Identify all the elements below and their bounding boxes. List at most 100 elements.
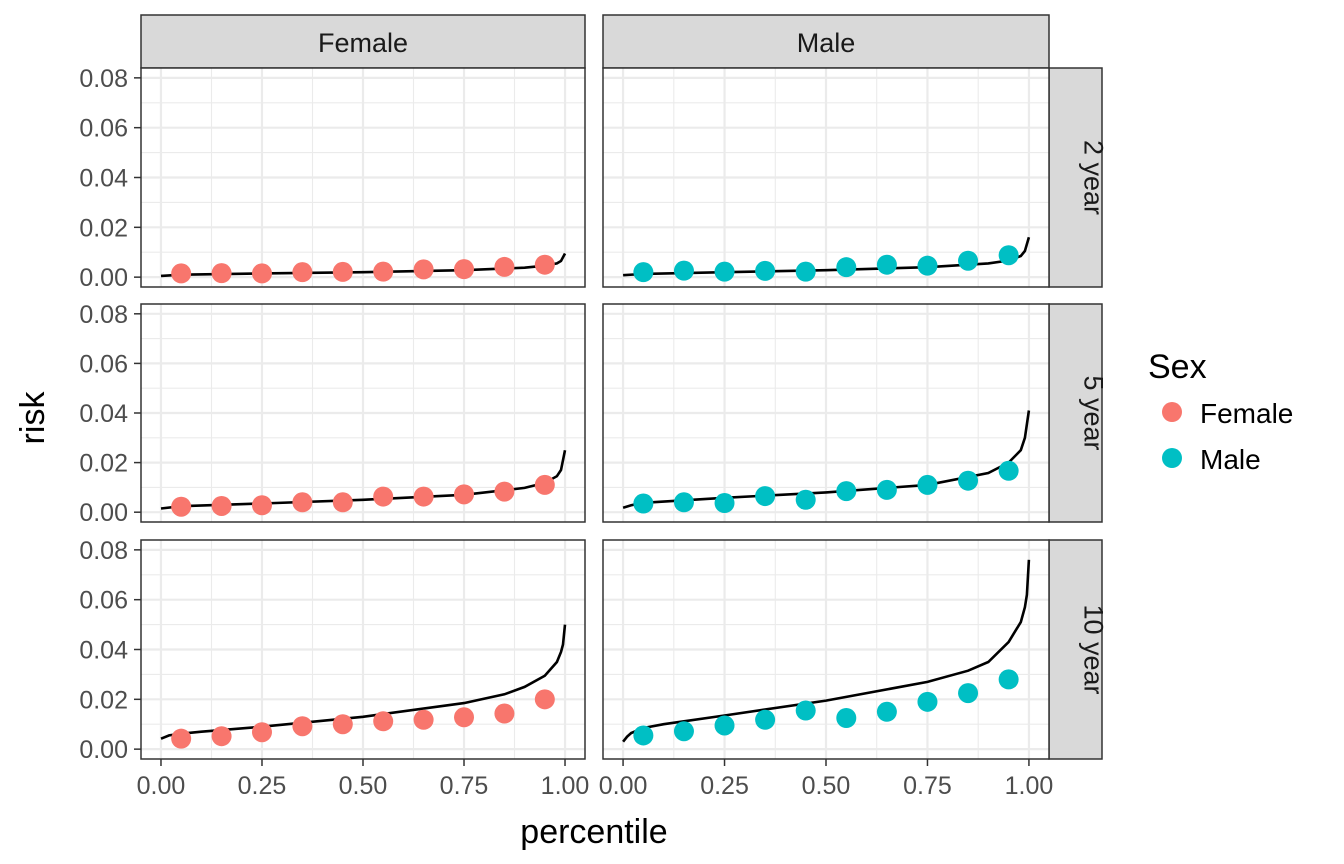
strip-label-10-year: 10 year: [1079, 604, 1109, 694]
observed-risk-point: [494, 256, 515, 277]
observed-risk-point: [534, 474, 555, 495]
y-tick-label: 0.04: [79, 637, 128, 665]
strip-label-5-year: 5 year: [1079, 375, 1109, 450]
strip-5-year: [1048, 303, 1103, 523]
y-tick-label: 0.04: [79, 165, 128, 193]
observed-risk-point: [373, 711, 394, 732]
strip-label-male: Male: [797, 28, 856, 58]
y-tick-label: 0.08: [79, 537, 128, 565]
strip-2-year: [1048, 67, 1103, 288]
x-tick-label: 1.00: [1005, 772, 1054, 800]
observed-risk-point: [795, 700, 816, 721]
panel-10-year-female: [140, 539, 586, 760]
y-tick-label: 0.02: [79, 450, 128, 478]
observed-risk-point: [673, 721, 694, 742]
panel-5-year-male: [602, 303, 1050, 523]
observed-risk-point: [633, 725, 654, 746]
y-tick-label: 0.02: [79, 686, 128, 714]
observed-risk-point: [454, 707, 475, 728]
legend: Sex Female Male: [1148, 348, 1293, 475]
observed-risk-point: [876, 701, 897, 722]
observed-risk-point: [795, 489, 816, 510]
observed-risk-point: [633, 493, 654, 514]
observed-risk-point: [211, 495, 232, 516]
x-tick-label: 0.75: [903, 772, 952, 800]
x-tick-label: 0.00: [599, 772, 648, 800]
observed-risk-point: [332, 714, 353, 735]
observed-risk-point: [917, 255, 938, 276]
observed-risk-point: [373, 261, 394, 282]
observed-risk-point: [876, 254, 897, 275]
observed-risk-point: [755, 486, 776, 507]
observed-risk-point: [413, 709, 434, 730]
panel-2-year-female: [140, 67, 586, 288]
panel-border: [602, 67, 1050, 288]
observed-risk-point: [958, 470, 979, 491]
panel-10-year-male: [602, 539, 1050, 760]
strip-male: [602, 14, 1050, 69]
observed-risk-point: [836, 257, 857, 278]
observed-risk-point: [292, 262, 313, 283]
observed-risk-point: [958, 683, 979, 704]
strip-label-2-year: 2 year: [1079, 140, 1109, 215]
y-tick-label: 0.06: [79, 587, 128, 615]
observed-risk-point: [171, 263, 192, 284]
observed-risk-point: [633, 262, 654, 283]
observed-risk-point: [998, 669, 1019, 690]
observed-risk-point: [917, 474, 938, 495]
observed-risk-point: [673, 260, 694, 281]
x-tick-label: 0.75: [440, 772, 489, 800]
observed-risk-point: [171, 496, 192, 517]
x-tick-label: 0.25: [238, 772, 287, 800]
x-tick-label: 0.50: [802, 772, 851, 800]
x-axis-title: percentile: [520, 813, 667, 851]
observed-risk-point: [454, 259, 475, 280]
observed-risk-point: [836, 708, 857, 729]
observed-risk-point: [292, 716, 313, 737]
legend-label-male: Male: [1200, 444, 1261, 475]
legend-key-female: [1162, 402, 1182, 422]
legend-key-male: [1162, 448, 1182, 468]
observed-risk-point: [494, 481, 515, 502]
observed-risk-point: [714, 493, 735, 514]
observed-risk-point: [958, 250, 979, 271]
observed-risk-point: [332, 492, 353, 513]
observed-risk-point: [998, 460, 1019, 481]
strip-female: [140, 14, 586, 69]
observed-risk-point: [251, 722, 272, 743]
observed-risk-point: [534, 254, 555, 275]
legend-title: Sex: [1148, 348, 1207, 386]
y-axis-title: risk: [14, 391, 52, 445]
observed-risk-point: [454, 484, 475, 505]
observed-risk-point: [534, 689, 555, 710]
observed-risk-point: [332, 261, 353, 282]
observed-risk-point: [714, 715, 735, 736]
panel-5-year-female: [140, 303, 586, 523]
observed-risk-point: [413, 259, 434, 280]
x-tick-label: 0.00: [137, 772, 186, 800]
x-tick-label: 0.50: [339, 772, 388, 800]
observed-risk-point: [413, 486, 434, 507]
observed-risk-point: [673, 492, 694, 513]
y-tick-label: 0.06: [79, 115, 128, 143]
y-tick-label: 0.08: [79, 301, 128, 329]
y-tick-label: 0.06: [79, 350, 128, 378]
y-tick-label: 0.02: [79, 214, 128, 242]
x-tick-label: 0.25: [700, 772, 749, 800]
legend-label-female: Female: [1200, 398, 1293, 429]
strip-label-female: Female: [318, 28, 408, 58]
observed-risk-point: [211, 726, 232, 747]
y-tick-label: 0.08: [79, 65, 128, 93]
y-tick-label: 0.04: [79, 400, 128, 428]
panel-2-year-male: [602, 67, 1050, 288]
observed-risk-point: [836, 481, 857, 502]
x-tick-label: 1.00: [541, 772, 590, 800]
observed-risk-point: [998, 245, 1019, 266]
observed-risk-point: [251, 495, 272, 516]
observed-risk-point: [755, 260, 776, 281]
observed-risk-point: [755, 709, 776, 730]
observed-risk-point: [373, 486, 394, 507]
observed-risk-point: [917, 691, 938, 712]
y-tick-label: 0.00: [79, 264, 128, 292]
